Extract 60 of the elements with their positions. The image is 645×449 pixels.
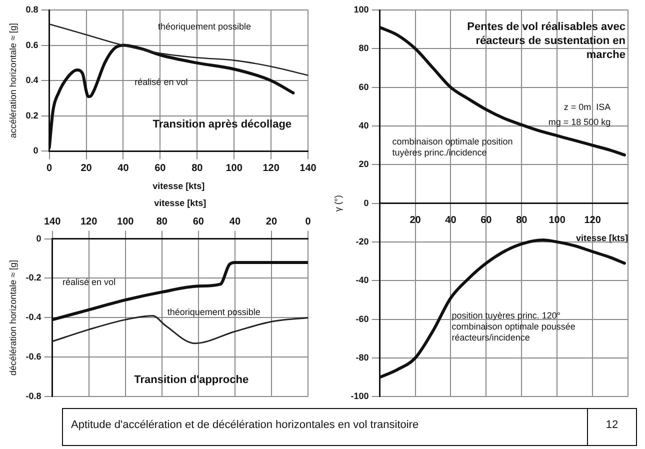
y-axis-title: accélération horizontale ≈ [g] <box>8 23 18 138</box>
annotation: Transition d'approche <box>134 374 249 386</box>
x-tick-label: 0 <box>46 162 53 174</box>
y-tick-label: 80 <box>358 43 369 54</box>
y-tick-label: -100 <box>350 391 369 402</box>
text: Aptitude d'accélération et de décélération horizontales en vol transitoire <box>63 409 588 445</box>
annotation: Pentes de vol réalisables avec réacteurs de sustentation en marche <box>467 21 626 62</box>
y-tick-label: -60 <box>356 314 369 324</box>
series-label: combinaison optimale position tuyères princ./incidence <box>392 136 513 158</box>
y-tick-label: 40 <box>358 120 369 130</box>
y-tick-label: 100 <box>354 4 369 14</box>
y-tick-label: 0 <box>33 146 38 156</box>
series-label: réalisé en vol <box>62 277 116 288</box>
x-tick-label: 120 <box>584 215 602 226</box>
x-tick-label: 20 <box>410 215 422 226</box>
y-tick-label: -40 <box>356 275 369 286</box>
x-tick-label: 80 <box>516 215 528 226</box>
y-tick-label: 0.8 <box>26 4 38 14</box>
annotation: z = 0m ISA <box>564 102 611 112</box>
x-tick-label: 100 <box>548 215 566 226</box>
y-tick-label: -20 <box>356 236 369 246</box>
annotation: Transition après décollage <box>152 118 292 130</box>
text: 12 <box>604 418 620 433</box>
x-tick-label: 140 <box>300 162 317 174</box>
x-tick-label: 100 <box>117 216 134 228</box>
x-tick-label: 120 <box>262 162 280 174</box>
y-axis-title: décélération horizontale ≈ [g] <box>8 260 18 376</box>
x-tick-label: 40 <box>229 216 241 228</box>
x-tick-label: 80 <box>156 216 168 228</box>
x-tick-label: 20 <box>266 216 278 228</box>
y-tick-label: 0.6 <box>26 40 38 50</box>
x-tick-label: 60 <box>154 162 166 174</box>
x-tick-label: 60 <box>480 215 492 226</box>
x-tick-label: 40 <box>118 162 130 174</box>
y-tick-label: -0.6 <box>26 352 42 362</box>
y-axis-title: γ (°) <box>332 195 343 212</box>
x-axis-title: vitesse [kts] <box>154 198 206 208</box>
x-tick-label: 120 <box>80 216 98 228</box>
y-tick-label: -0.2 <box>26 272 42 283</box>
y-tick-label: -0.8 <box>26 391 42 402</box>
series-label: théoriquement possible <box>167 307 260 318</box>
x-tick-label: 0 <box>305 216 312 228</box>
x-axis-title: vitesse [kts] <box>152 181 205 192</box>
series-label: réalisé en vol <box>134 76 188 87</box>
x-tick-label: 40 <box>445 215 457 226</box>
y-tick-label: 60 <box>358 82 369 92</box>
x-tick-label: 60 <box>192 216 204 228</box>
y-tick-label: -80 <box>356 352 369 362</box>
y-tick-label: 0.2 <box>26 110 38 120</box>
series-label: position tuyères princ. 120° combinaison optimale poussée réacteurs/incidence <box>452 310 576 343</box>
x-tick-label: 20 <box>80 162 92 174</box>
y-tick-label: 0.4 <box>26 75 38 86</box>
y-tick-label: 0 <box>36 233 42 244</box>
x-tick-label: 140 <box>44 216 62 228</box>
x-tick-label: 80 <box>192 162 204 174</box>
x-tick-label: 100 <box>226 162 243 174</box>
y-tick-label: -0.4 <box>26 312 42 322</box>
y-tick-label: 0 <box>364 198 369 208</box>
text: théoriquement possible <box>158 22 252 32</box>
annotation: mg = 18 500 kg <box>548 117 611 128</box>
